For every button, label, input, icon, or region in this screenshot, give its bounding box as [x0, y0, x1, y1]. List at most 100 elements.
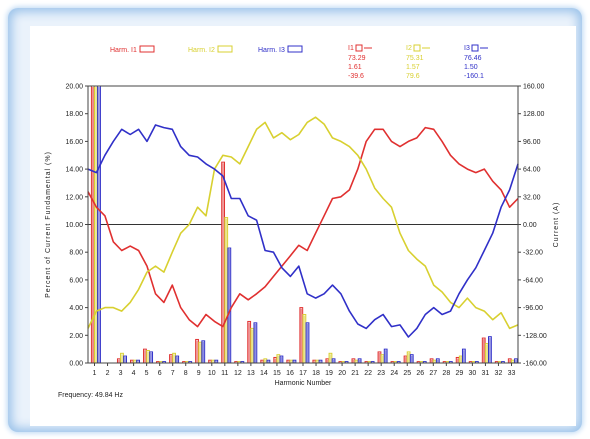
bar-fill	[404, 357, 407, 363]
x-tick-label: 20	[338, 370, 346, 377]
bar-fill	[264, 359, 267, 363]
x-tick-label: 30	[468, 370, 476, 377]
bar-fill	[303, 315, 306, 363]
bar-fill	[121, 354, 123, 363]
legend-swatch	[287, 45, 303, 53]
left-tick-label: 2.00	[69, 333, 83, 340]
bar-fill	[202, 341, 205, 363]
left-tick-label: 8.00	[69, 250, 83, 257]
bar-fill	[482, 339, 485, 363]
legend-swatch	[217, 45, 233, 53]
readout-peak: -39.6	[348, 73, 364, 80]
x-tick-label: 19	[325, 370, 333, 377]
x-tick-label: 29	[455, 370, 463, 377]
x-tick-label: 15	[273, 370, 281, 377]
bar-fill	[254, 323, 257, 363]
readout-name: I1	[348, 45, 354, 52]
right-tick-label: -128.00	[523, 333, 547, 340]
legend-label: Harm. I1	[110, 47, 137, 54]
bar-fill	[316, 361, 319, 363]
bar-fill	[118, 359, 120, 363]
bar-fill	[407, 352, 410, 363]
bar-fill	[290, 361, 293, 363]
x-tick-label: 32	[495, 370, 503, 377]
left-tick-label: 6.00	[69, 277, 83, 284]
axes: 20.0018.0016.0014.0012.0010.008.006.004.…	[45, 84, 560, 400]
bar-fill	[150, 352, 152, 363]
bar-fill	[267, 361, 270, 363]
bar-fill	[319, 361, 322, 363]
bar-fill	[277, 355, 280, 363]
x-tick-label: 14	[260, 370, 268, 377]
bar-fill	[384, 350, 387, 363]
bar-fill	[212, 361, 214, 363]
readout-thd: 1.50	[464, 64, 478, 71]
legend: Harm. I1 Harm. I2 Harm. I3 I1 73.29 1.61 -39.6…	[110, 44, 488, 80]
x-tick-label: 24	[390, 370, 398, 377]
right-tick-label: 0.00	[523, 222, 537, 229]
right-tick-label: -160.00	[523, 361, 547, 368]
legend-label: Harm. I3	[258, 47, 285, 54]
left-tick-label: 16.00	[65, 139, 83, 146]
x-axis-label: Harmonic Number	[275, 380, 332, 387]
right-tick-label: 128.00	[523, 111, 545, 118]
readout-swatch	[413, 44, 421, 52]
x-tick-label: 2	[106, 370, 110, 377]
x-tick-label: 31	[482, 370, 490, 377]
bar-fill	[170, 355, 172, 363]
x-tick-label: 33	[508, 370, 516, 377]
bar-fill	[326, 359, 329, 363]
bar-fill	[355, 361, 358, 363]
x-tick-label: 22	[364, 370, 372, 377]
bar-fill	[486, 344, 488, 363]
bar-fill	[248, 322, 250, 363]
bar-fill	[215, 361, 218, 363]
x-tick-label: 7	[171, 370, 175, 377]
right-tick-label: 64.00	[523, 167, 541, 174]
bar-fill	[515, 359, 517, 363]
waveforms	[87, 116, 519, 338]
bar-fill	[134, 361, 136, 363]
readout-peak: -160.1	[464, 73, 484, 80]
x-tick-label: 9	[197, 370, 201, 377]
x-tick-label: 26	[416, 370, 424, 377]
readout-thd: 1.57	[406, 64, 420, 71]
bar-fill	[176, 357, 178, 363]
readout-peak: 79.6	[406, 73, 420, 80]
right-tick-label: 32.00	[523, 194, 541, 201]
chart-frame: Harm. I1 Harm. I2 Harm. I3 I1 73.29 1.61 -39.6…	[8, 8, 582, 432]
bar-fill	[92, 87, 94, 363]
legend-swatch	[139, 45, 155, 53]
left-tick-label: 20.00	[65, 84, 83, 91]
x-tick-label: 10	[208, 370, 216, 377]
x-tick-label: 12	[234, 370, 242, 377]
x-tick-label: 27	[429, 370, 437, 377]
bar-fill	[332, 359, 335, 363]
x-tick-label: 17	[299, 370, 307, 377]
bar-fill	[196, 340, 198, 363]
bar-fill	[287, 361, 290, 363]
x-tick-label: 6	[158, 370, 162, 377]
bar-fill	[147, 351, 149, 363]
readout-swatch	[355, 44, 363, 52]
bar-fill	[459, 357, 462, 363]
x-tick-label: 4	[132, 370, 136, 377]
bar-fill	[124, 357, 126, 363]
bar-fill	[137, 361, 139, 363]
chart-panel: Harm. I1 Harm. I2 Harm. I3 I1 73.29 1.61 -39.6…	[30, 26, 576, 426]
x-tick-label: 28	[442, 370, 450, 377]
x-tick-label: 18	[312, 370, 320, 377]
bar-fill	[300, 308, 303, 363]
bar-fill	[378, 352, 381, 363]
waveform-line	[87, 124, 519, 338]
harmonics-chart: Harm. I1 Harm. I2 Harm. I3 I1 73.29 1.61 -39.6…	[45, 44, 560, 400]
x-tick-label: 16	[286, 370, 294, 377]
readout-name: I3	[464, 45, 470, 52]
bar-fill	[306, 323, 309, 363]
readout-thd: 1.61	[348, 64, 362, 71]
left-tick-label: 4.00	[69, 305, 83, 312]
bar-fill	[209, 361, 211, 363]
right-tick-label: -96.00	[523, 305, 543, 312]
bar-fill	[358, 359, 361, 363]
left-tick-label: 18.00	[65, 111, 83, 118]
